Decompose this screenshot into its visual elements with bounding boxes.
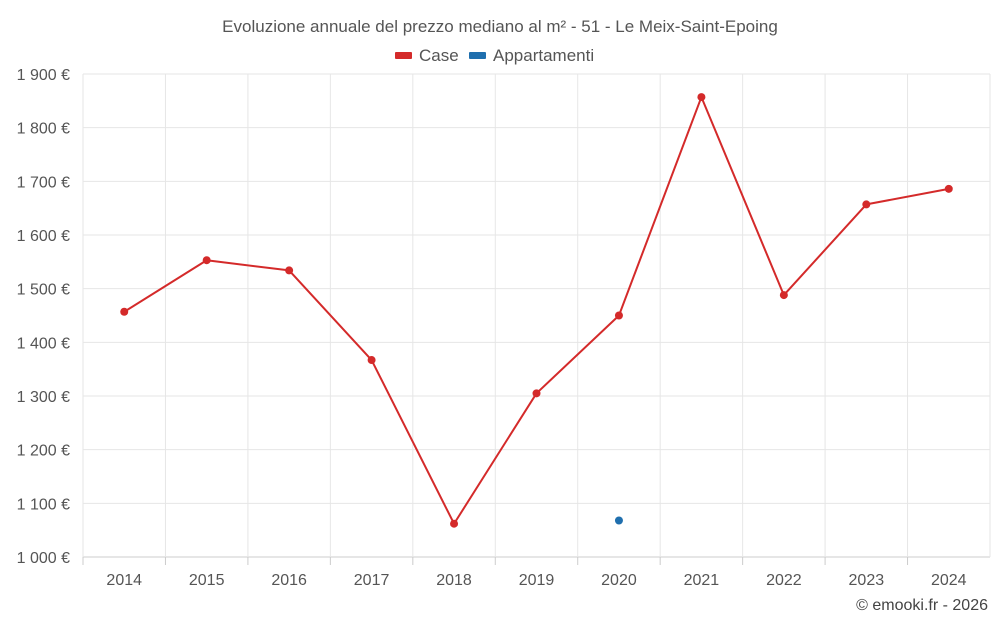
legend-label-appartamenti: Appartamenti [493, 46, 594, 65]
y-tick-label: 1 100 € [17, 496, 70, 513]
legend-item-appartamenti[interactable]: Appartamenti [469, 46, 594, 65]
y-axis-labels: 1 000 € 1 100 € 1 200 € 1 300 € 1 400 € 1 500… [17, 67, 70, 567]
data-point-case[interactable] [285, 266, 294, 275]
x-tick-label: 2024 [931, 572, 967, 589]
x-tick-label: 2017 [354, 572, 390, 589]
legend-label-case: Case [419, 46, 459, 65]
data-point-case[interactable] [532, 389, 541, 398]
data-point-case[interactable] [367, 356, 376, 365]
legend-swatch-appartamenti [469, 52, 486, 59]
credit-text: © emooki.fr - 2026 [856, 597, 988, 614]
grid [82, 73, 991, 558]
data-point-case[interactable] [862, 200, 871, 209]
x-tick-label: 2021 [684, 572, 720, 589]
legend-swatch-case [395, 52, 412, 59]
data-point-case[interactable] [697, 93, 706, 102]
legend: Case Appartamenti [395, 46, 594, 65]
data-point-case[interactable] [202, 256, 211, 265]
x-tick-label: 2015 [189, 572, 225, 589]
data-point-case[interactable] [779, 291, 788, 300]
y-tick-label: 1 200 € [17, 443, 70, 460]
y-tick-label: 1 600 € [17, 228, 70, 245]
legend-item-case[interactable]: Case [395, 46, 459, 65]
x-tick-label: 2020 [601, 572, 637, 589]
x-tick-label: 2023 [849, 572, 885, 589]
y-tick-label: 1 900 € [17, 67, 70, 84]
y-tick-label: 1 300 € [17, 389, 70, 406]
chart-title: Evoluzione annuale del prezzo mediano al… [222, 17, 778, 36]
x-tick-label: 2014 [106, 572, 142, 589]
x-tick-label: 2019 [519, 572, 555, 589]
y-tick-label: 1 700 € [17, 174, 70, 191]
y-tick-label: 1 000 € [17, 550, 70, 567]
data-point-case[interactable] [450, 519, 459, 528]
data-point-case[interactable] [944, 184, 953, 193]
x-tick-label: 2018 [436, 572, 472, 589]
y-tick-label: 1 500 € [17, 282, 70, 299]
x-axis-labels: 2014 2015 2016 2017 2018 2019 2020 2021 2022 2023… [82, 557, 967, 589]
y-tick-label: 1 800 € [17, 121, 70, 138]
data-point-case[interactable] [120, 307, 129, 316]
series [120, 93, 953, 528]
x-tick-label: 2016 [271, 572, 307, 589]
y-tick-label: 1 400 € [17, 335, 70, 352]
data-point-appartamenti[interactable] [614, 516, 623, 525]
data-point-case[interactable] [614, 311, 623, 320]
x-tick-label: 2022 [766, 572, 802, 589]
